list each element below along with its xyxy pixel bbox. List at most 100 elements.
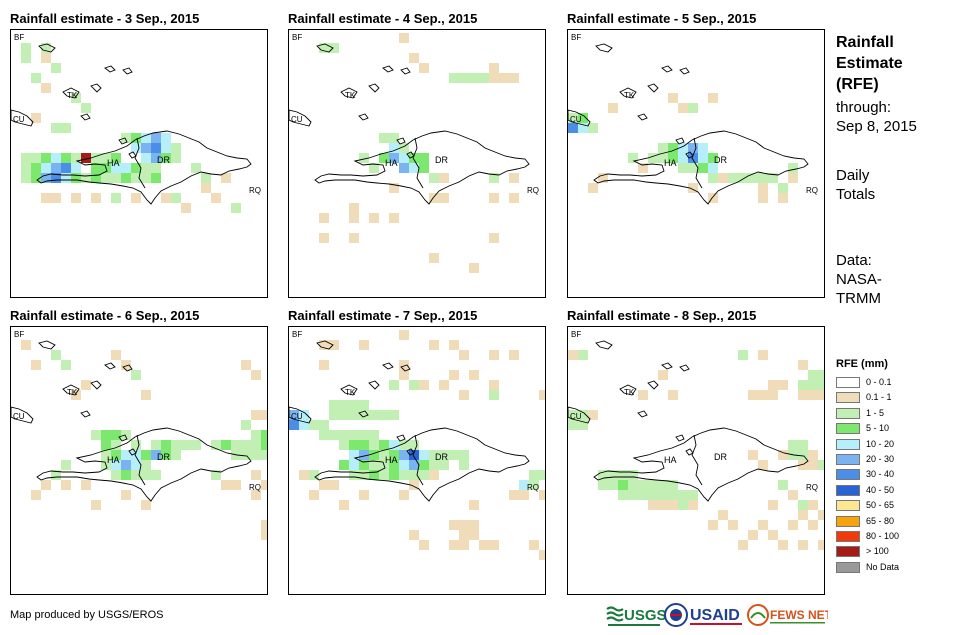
country-label-tk: TK xyxy=(345,91,356,100)
usgs-logo: USGS xyxy=(606,606,667,626)
island-outline xyxy=(661,362,673,370)
cuba-outline xyxy=(568,109,591,127)
rain-cell xyxy=(748,390,758,400)
rain-cell xyxy=(191,163,201,173)
rain-cell xyxy=(409,450,419,460)
rain-cell xyxy=(459,73,469,83)
rain-cell xyxy=(309,470,319,480)
rain-cell xyxy=(171,153,181,163)
island-outline xyxy=(637,113,648,121)
island-outline xyxy=(38,340,56,350)
rain-cell xyxy=(41,163,51,173)
side-title: Rainfall Estimate (RFE) xyxy=(836,32,903,95)
country-label-cu: CU xyxy=(291,412,303,421)
rain-cell xyxy=(798,360,808,370)
legend-label: 1 - 5 xyxy=(866,407,885,418)
island-outline xyxy=(316,43,334,53)
rain-cell xyxy=(628,153,638,163)
rain-cell xyxy=(61,163,71,173)
rain-cell xyxy=(459,460,469,470)
rain-cell xyxy=(111,153,121,163)
rain-cell xyxy=(151,133,161,143)
rain-cell xyxy=(231,480,241,490)
rain-cell xyxy=(768,500,778,510)
rain-cell xyxy=(241,450,251,460)
rain-cell xyxy=(41,193,51,203)
rain-cell xyxy=(131,460,141,470)
rain-cell xyxy=(359,400,369,410)
rain-cell xyxy=(349,470,359,480)
rain-cell xyxy=(131,450,141,460)
rain-cell xyxy=(261,430,267,440)
country-label-ha: HA xyxy=(664,158,677,168)
rain-cell xyxy=(171,143,181,153)
rain-cell xyxy=(151,143,161,153)
legend-label: 30 - 40 xyxy=(866,469,895,480)
rain-cell xyxy=(469,370,479,380)
country-label-ha: HA xyxy=(107,158,120,168)
rain-cell xyxy=(778,450,788,460)
country-label-ha: HA xyxy=(385,158,398,168)
rainfall-map-canvas xyxy=(11,340,267,540)
rain-cell xyxy=(708,520,718,530)
rain-cell xyxy=(161,193,171,203)
rain-cell xyxy=(748,530,758,540)
rain-cell xyxy=(151,440,161,450)
rain-cell xyxy=(319,480,329,490)
rain-cell xyxy=(808,380,818,390)
rain-cell xyxy=(51,173,61,183)
rain-cell xyxy=(728,520,738,530)
rain-cell xyxy=(141,500,151,510)
rain-cell xyxy=(329,43,339,53)
legend-label: 40 - 50 xyxy=(866,484,895,495)
rain-cell xyxy=(708,163,718,173)
country-label-bf: BF xyxy=(14,33,25,42)
rainfall-map-sep-6: BF TK CU HA DR RQ xyxy=(10,326,268,595)
rain-cell xyxy=(588,123,598,133)
rain-cell xyxy=(151,450,161,460)
rain-cell xyxy=(509,490,519,500)
rain-cell xyxy=(678,103,688,113)
island-outline xyxy=(358,410,369,418)
hispaniola-outline xyxy=(36,130,252,205)
rain-cell xyxy=(369,410,379,420)
rain-cell xyxy=(499,73,509,83)
rain-cell xyxy=(668,390,678,400)
country-label-bf: BF xyxy=(571,330,582,339)
rain-cell xyxy=(399,330,409,340)
rain-cell xyxy=(241,440,251,450)
rain-cell xyxy=(798,390,808,400)
partner-logos: USGS USAID FEWS NET xyxy=(606,603,828,627)
rain-cell xyxy=(489,350,499,360)
rain-cell xyxy=(628,490,638,500)
rain-cell xyxy=(221,173,231,183)
rain-cell xyxy=(778,540,788,550)
island-outline xyxy=(679,364,690,372)
island-outline xyxy=(675,137,685,145)
side-title-line-1: Rainfall xyxy=(836,34,894,51)
island-outline xyxy=(595,43,613,53)
rain-cell xyxy=(728,173,738,183)
rain-cell xyxy=(459,520,469,530)
usaid-logo-text: USAID xyxy=(690,607,740,624)
rain-cell xyxy=(329,340,339,350)
rain-cell xyxy=(758,193,768,203)
rain-cell xyxy=(349,203,359,213)
rain-cell xyxy=(449,370,459,380)
rain-cell xyxy=(449,73,459,83)
usaid-seal-icon xyxy=(664,603,688,627)
rain-cell xyxy=(349,460,359,470)
rain-cell xyxy=(141,143,151,153)
legend-label: 80 - 100 xyxy=(866,531,900,541)
rain-cell xyxy=(439,193,449,203)
rain-cell xyxy=(648,480,658,490)
rain-cell xyxy=(349,400,359,410)
rain-cell xyxy=(379,470,389,480)
legend-swatch xyxy=(836,561,860,573)
coastlines xyxy=(289,43,530,205)
rain-cell xyxy=(101,430,111,440)
rain-cell xyxy=(419,450,429,460)
rain-cell xyxy=(568,123,578,133)
country-label-ha: HA xyxy=(107,455,120,465)
rain-cell xyxy=(349,410,359,420)
